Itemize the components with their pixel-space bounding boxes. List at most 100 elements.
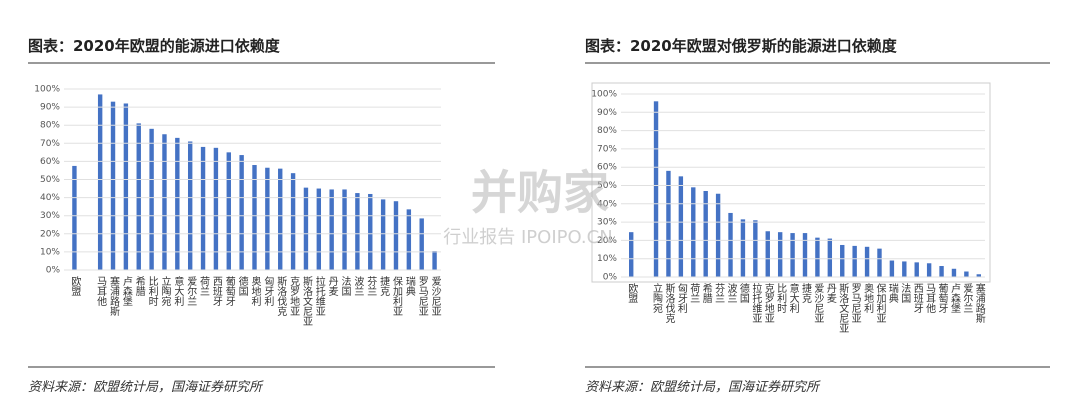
x-tick-label: 芬兰 <box>713 283 725 303</box>
bar <box>226 152 231 270</box>
x-tick-label: 欧盟 <box>626 283 638 303</box>
x-tick-label: 西班牙 <box>911 283 923 314</box>
y-tick-label: 10% <box>597 254 617 264</box>
x-tick-label: 意大利 <box>787 282 799 313</box>
y-tick-label: 0% <box>46 266 61 276</box>
bar <box>666 170 671 277</box>
x-tick-label: 马耳他 <box>95 276 107 307</box>
bar <box>790 233 795 277</box>
bar <box>380 199 386 270</box>
y-tick-label: 10% <box>40 247 60 257</box>
bar <box>753 220 758 277</box>
bar <box>815 237 820 277</box>
bar <box>419 218 424 270</box>
bar <box>653 101 659 277</box>
y-tick-label: 30% <box>40 211 60 221</box>
bar <box>265 167 270 270</box>
x-tick-label: 塞浦路斯 <box>973 282 985 324</box>
bar <box>976 274 981 277</box>
x-tick-label: 拉托维亚 <box>750 282 762 323</box>
x-tick-label: 丹麦 <box>326 276 338 297</box>
y-tick-label: 80% <box>40 121 60 131</box>
bar <box>951 268 957 277</box>
x-tick-label: 奥地利 <box>862 282 874 313</box>
x-tick-label: 芬兰 <box>365 276 377 296</box>
x-tick-label: 塞浦路斯 <box>108 275 120 317</box>
x-tick-label: 荷兰 <box>198 276 210 296</box>
bar <box>342 189 347 270</box>
x-tick-label: 捷克 <box>378 275 390 297</box>
y-tick-label: 20% <box>597 236 617 246</box>
x-tick-label: 爱沙尼亚 <box>429 275 441 316</box>
bar <box>802 233 808 277</box>
x-tick-label: 奥地利 <box>249 275 261 306</box>
x-tick-label: 斯洛文尼亚 <box>300 275 312 326</box>
x-tick-label: 葡萄牙 <box>936 282 948 314</box>
bar <box>175 137 180 270</box>
x-tick-label: 卢森堡 <box>948 282 960 313</box>
bar <box>840 244 845 277</box>
bar <box>914 262 919 277</box>
x-tick-label: 斯洛伐克 <box>275 275 287 317</box>
bar <box>902 261 907 277</box>
bar <box>290 173 296 270</box>
bar <box>629 232 634 277</box>
y-tick-label: 100% <box>34 85 60 95</box>
bar <box>72 165 77 270</box>
y-tick-label: 70% <box>40 139 60 149</box>
x-tick-label: 匈牙利 <box>262 275 274 306</box>
bar <box>715 193 721 277</box>
bar <box>355 193 360 270</box>
x-tick-label: 丹麦 <box>824 283 836 304</box>
bar <box>97 94 103 271</box>
y-tick-label: 50% <box>40 175 60 185</box>
x-tick-label: 德国 <box>737 282 749 304</box>
plot-frame <box>591 82 991 283</box>
source-note: 资料来源：欧盟统计局，国海证券研究所 <box>585 379 821 395</box>
x-tick-label: 保加利亚 <box>874 282 886 323</box>
bar <box>149 128 154 270</box>
bar <box>740 219 746 277</box>
x-tick-label: 立陶宛 <box>159 275 171 307</box>
bar <box>926 263 932 277</box>
x-tick-label: 爱尔兰 <box>185 275 197 306</box>
x-tick-label: 立陶宛 <box>651 282 663 314</box>
bar <box>239 155 244 270</box>
x-tick-label: 希腊 <box>700 282 712 304</box>
x-tick-label: 克罗地亚 <box>288 276 300 316</box>
x-tick-label: 瑞典 <box>403 276 415 297</box>
bar <box>691 187 696 277</box>
bar <box>213 147 219 270</box>
bar <box>432 250 437 270</box>
bar <box>123 103 129 270</box>
bar <box>136 123 141 270</box>
x-tick-label: 卢森堡 <box>120 275 132 306</box>
y-tick-label: 60% <box>40 157 60 167</box>
bar <box>316 188 322 270</box>
x-tick-label: 法国 <box>339 275 351 297</box>
bar <box>200 146 206 270</box>
y-tick-label: 0% <box>603 273 618 283</box>
bar <box>827 238 833 277</box>
bar <box>368 193 373 270</box>
bar <box>877 248 882 277</box>
x-tick-label: 西班牙 <box>210 276 222 307</box>
bar <box>303 187 309 270</box>
x-tick-label: 欧盟 <box>69 276 81 296</box>
bar <box>187 141 193 270</box>
bar <box>939 266 944 277</box>
x-tick-label: 拉托维亚 <box>313 275 325 316</box>
x-tick-label: 罗马尼亚 <box>849 283 861 323</box>
bar <box>678 176 684 277</box>
x-tick-label: 保加利亚 <box>390 275 402 316</box>
bar <box>964 271 969 277</box>
y-tick-label: 90% <box>597 108 617 118</box>
bar <box>703 190 708 277</box>
y-tick-label: 30% <box>597 218 617 228</box>
watermark-tagline: 行业报告 IPOIPO.CN <box>443 227 612 248</box>
x-tick-label: 瑞典 <box>886 283 898 304</box>
x-tick-label: 德国 <box>236 275 248 297</box>
x-tick-label: 法国 <box>899 282 911 304</box>
watermark-brand: 并购家 <box>471 166 609 220</box>
